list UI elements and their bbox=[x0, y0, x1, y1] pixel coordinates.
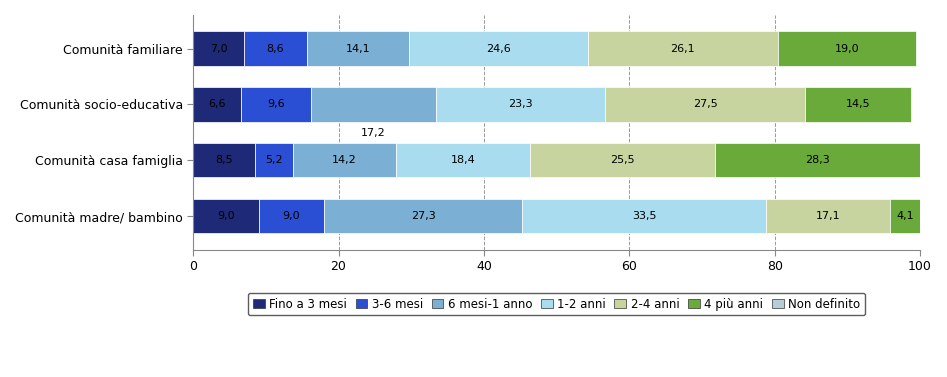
Text: 8,6: 8,6 bbox=[266, 43, 284, 54]
Bar bbox=[436, 87, 605, 122]
Text: 7,0: 7,0 bbox=[210, 43, 227, 54]
Bar bbox=[293, 143, 396, 178]
Text: 27,5: 27,5 bbox=[693, 99, 718, 109]
Bar bbox=[324, 199, 523, 233]
Text: 25,5: 25,5 bbox=[610, 155, 634, 165]
Bar bbox=[244, 31, 307, 66]
Text: 17,2: 17,2 bbox=[361, 129, 385, 138]
Text: 6,6: 6,6 bbox=[208, 99, 226, 109]
Text: 9,0: 9,0 bbox=[217, 211, 235, 221]
Text: 4,1: 4,1 bbox=[897, 211, 914, 221]
Text: 17,1: 17,1 bbox=[815, 211, 840, 221]
Bar bbox=[523, 199, 766, 233]
Text: 24,6: 24,6 bbox=[486, 43, 510, 54]
Bar bbox=[605, 87, 805, 122]
Text: 26,1: 26,1 bbox=[670, 43, 695, 54]
Bar bbox=[193, 31, 244, 66]
Bar bbox=[715, 143, 920, 178]
Text: 5,2: 5,2 bbox=[265, 155, 282, 165]
Text: 19,0: 19,0 bbox=[834, 43, 859, 54]
Text: 28,3: 28,3 bbox=[806, 155, 831, 165]
Bar bbox=[193, 87, 241, 122]
Bar bbox=[311, 87, 436, 122]
Bar bbox=[307, 31, 409, 66]
Text: 8,5: 8,5 bbox=[215, 155, 233, 165]
Text: 23,3: 23,3 bbox=[509, 99, 533, 109]
Text: 9,0: 9,0 bbox=[282, 211, 300, 221]
Text: 18,4: 18,4 bbox=[451, 155, 475, 165]
Text: 33,5: 33,5 bbox=[632, 211, 656, 221]
Bar bbox=[588, 31, 777, 66]
Bar bbox=[193, 143, 255, 178]
Bar bbox=[890, 199, 920, 233]
Bar bbox=[396, 143, 529, 178]
Bar bbox=[409, 31, 588, 66]
Bar bbox=[805, 87, 911, 122]
Bar bbox=[766, 199, 890, 233]
Legend: Fino a 3 mesi, 3-6 mesi, 6 mesi-1 anno, 1-2 anni, 2-4 anni, 4 più anni, Non defi: Fino a 3 mesi, 3-6 mesi, 6 mesi-1 anno, … bbox=[248, 293, 866, 316]
Bar bbox=[259, 199, 324, 233]
Bar bbox=[241, 87, 311, 122]
Bar bbox=[777, 31, 916, 66]
Text: 14,5: 14,5 bbox=[846, 99, 870, 109]
Text: 14,2: 14,2 bbox=[332, 155, 357, 165]
Text: 27,3: 27,3 bbox=[411, 211, 436, 221]
Text: 14,1: 14,1 bbox=[346, 43, 370, 54]
Bar bbox=[529, 143, 715, 178]
Bar bbox=[255, 143, 293, 178]
Bar bbox=[193, 199, 259, 233]
Text: 9,6: 9,6 bbox=[267, 99, 285, 109]
